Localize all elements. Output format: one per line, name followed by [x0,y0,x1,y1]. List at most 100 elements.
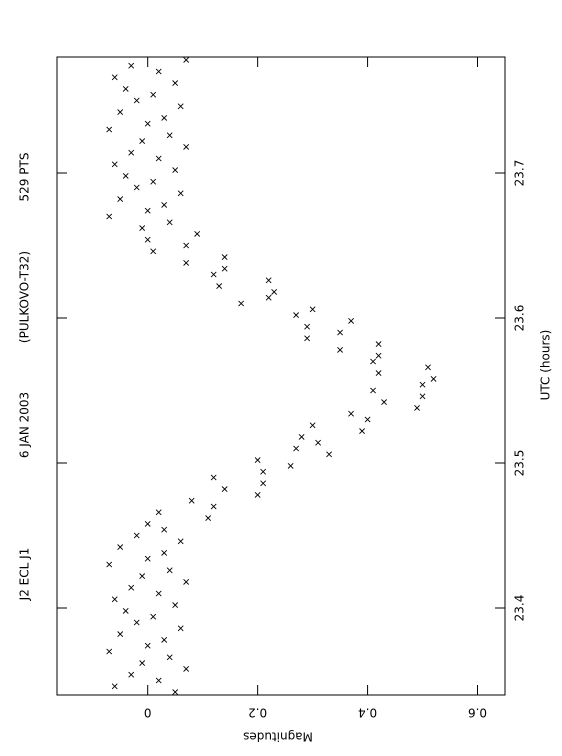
point [155,590,162,597]
point [106,648,113,655]
point [150,613,157,620]
point [106,561,113,568]
point [144,642,151,649]
point [161,114,168,121]
point [177,625,184,632]
point [260,480,267,487]
point [172,689,179,696]
point [287,462,294,469]
point [122,607,129,614]
point [419,381,426,388]
point [117,631,124,638]
point [144,520,151,527]
point [238,300,245,307]
point [414,404,420,411]
point [183,578,190,585]
point [419,393,426,400]
point [161,526,168,533]
point [348,317,355,324]
point [304,323,311,330]
point [106,213,113,220]
point [271,288,278,295]
point [161,549,168,556]
point [315,439,322,446]
point [128,149,135,156]
point [183,665,190,672]
point [139,660,146,667]
point [155,155,162,162]
point [122,172,129,179]
point [161,201,168,208]
point [304,335,311,342]
point [359,428,365,435]
y-tick-label: 0.4 [358,706,377,720]
point [370,387,376,394]
point [210,271,217,278]
title-part: (PULKOVO-T32) [18,251,32,343]
point [166,219,173,226]
y-tick-label: 0.6 [468,706,487,720]
point [381,399,387,406]
point [128,584,135,591]
point [370,358,376,365]
point [375,370,382,377]
point [183,259,190,266]
point [155,509,162,516]
point [309,422,316,429]
point [430,375,437,382]
y-tick-label: 0 [144,706,152,720]
point [254,491,261,498]
point [172,167,179,174]
point [150,248,157,255]
point [326,451,333,458]
point [183,56,190,63]
point [166,567,173,574]
point [210,474,217,481]
point [298,433,305,440]
point [216,283,223,290]
point [155,68,162,75]
point [117,109,124,116]
point [425,364,431,371]
point [221,486,228,493]
x-tick-label: 23.7 [513,160,527,187]
point [161,636,168,643]
point [183,242,190,249]
point [221,265,228,272]
point [133,619,140,626]
x-tick-label: 23.5 [513,450,527,477]
point [205,515,212,522]
point [128,62,135,69]
point [106,126,113,133]
point [144,236,151,243]
point [133,532,140,539]
point [144,207,151,214]
point [265,294,272,301]
plot-frame [56,56,506,696]
x-tick-label: 23.4 [513,595,527,622]
x-tick-label: 23.6 [513,305,527,332]
point [177,190,184,197]
point [133,184,140,191]
point [122,85,129,92]
point [194,230,201,237]
title-part: 529 PTS [18,153,32,202]
point [150,178,157,185]
point [111,161,118,168]
point [375,341,382,348]
point [188,497,195,504]
point [293,312,300,319]
point [265,277,272,284]
point [183,143,190,150]
point [111,683,118,690]
point [337,329,344,336]
point [172,80,179,87]
y-axis-label: Magnitudes [243,730,313,744]
point [144,120,151,127]
point [260,468,267,475]
point [293,445,300,452]
point [221,254,228,261]
point [309,306,316,313]
point [375,352,382,359]
point [348,410,355,417]
